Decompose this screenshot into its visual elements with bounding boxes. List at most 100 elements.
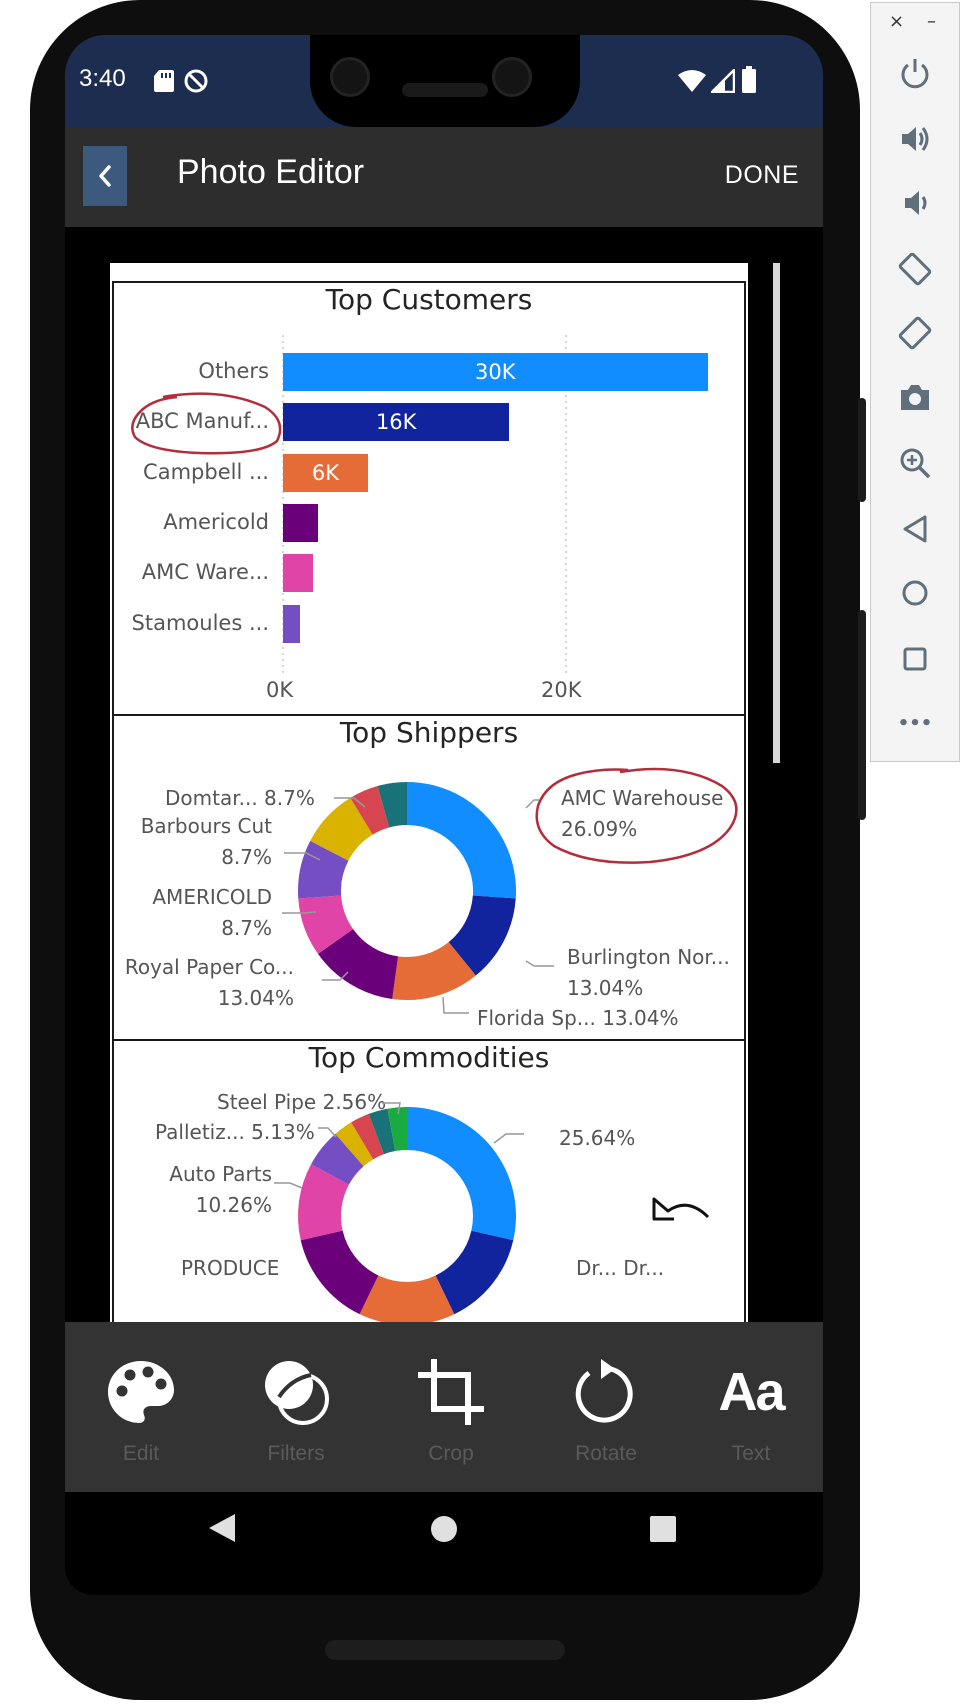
slice-label-burlington: Burlington Nor... 13.04% <box>567 942 730 1004</box>
rotate-left-button[interactable] <box>871 239 959 299</box>
annotation-circle <box>535 767 738 864</box>
emu-overview-button[interactable] <box>871 629 959 689</box>
tool-label-rotate: Rotate <box>575 1442 637 1465</box>
top-shippers-panel: Top Shippers AMC Warehouse 26.09% Burlin… <box>112 714 746 1042</box>
donut-slice <box>350 786 390 835</box>
text-tool-button[interactable]: Aa Text <box>675 1322 823 1492</box>
slice-label-produce: PRODUCE <box>181 1256 280 1280</box>
filters-tool-button[interactable]: Filters <box>220 1322 372 1492</box>
nav-back-icon[interactable] <box>207 1512 237 1544</box>
text-icon: Aa <box>718 1362 785 1422</box>
square-overview-icon <box>903 647 927 671</box>
slice-label-palletiz: Palletiz... 5.13% <box>155 1120 315 1144</box>
slice-label-first: 25.64% <box>559 1126 636 1150</box>
system-nav-bar <box>65 1492 823 1572</box>
bar <box>283 604 300 643</box>
camera-notch <box>310 35 580 127</box>
shippers-donut-chart <box>298 782 516 1000</box>
wifi-icon <box>678 70 706 92</box>
donut-slice <box>351 1113 384 1160</box>
donut-slice <box>310 797 373 861</box>
bar <box>283 554 313 593</box>
emu-home-button[interactable] <box>871 563 959 623</box>
top-shippers-title: Top Shippers <box>339 716 519 749</box>
screenshot-button[interactable] <box>871 367 959 427</box>
emulator-controls: × – <box>870 2 960 762</box>
page-title: Photo Editor <box>177 153 365 191</box>
more-options-button[interactable]: ••• <box>897 712 933 734</box>
volume-up-icon <box>902 127 929 151</box>
bar-chart-plot: Others 30K ABC Manuf... 16K Campbell ... 6K Am… <box>114 283 744 715</box>
category-label: Others <box>198 359 269 383</box>
donut-slice <box>300 1230 379 1315</box>
tool-icon-wrap: Aa <box>675 1352 823 1432</box>
slice-label-barbours-cut: Barbours Cut 8.7% <box>141 811 272 873</box>
app-bar: Photo Editor DONE <box>65 127 823 227</box>
rotate-tool-button[interactable]: Rotate <box>530 1322 682 1492</box>
minimize-icon[interactable]: – <box>927 11 936 32</box>
slice-label-auto-parts: Auto Parts 10.26% <box>169 1159 272 1221</box>
category-label: Campbell ... <box>143 459 269 484</box>
undo-icon[interactable] <box>650 1189 712 1229</box>
volume-down-icon <box>905 191 927 215</box>
chevron-left-icon <box>99 165 111 187</box>
battery-icon <box>742 66 756 93</box>
label-percent: 26.09% <box>561 817 638 841</box>
slice-label-royal-paper: Royal Paper Co... 13.04% <box>125 952 294 1014</box>
donut-slice <box>392 942 476 1000</box>
category-label: Stamoules ... <box>131 610 269 635</box>
scrollbar-thumb[interactable] <box>773 263 780 763</box>
top-customers-title: Top Customers <box>325 283 533 316</box>
circle-home-icon <box>902 580 928 606</box>
crop-tool-button[interactable]: Crop <box>375 1322 527 1492</box>
tool-label-crop: Crop <box>428 1442 474 1465</box>
category-label: ABC Manuf... <box>135 409 269 434</box>
tool-label-text: Text <box>731 1442 771 1465</box>
donut-slice <box>297 1164 349 1241</box>
top-customers-panel: Top Customers Others 30K ABC Manuf... 16K Ca… <box>112 281 746 717</box>
nav-recents-icon[interactable] <box>649 1515 677 1543</box>
tool-label-edit: Edit <box>122 1442 160 1465</box>
power-button[interactable] <box>871 43 959 103</box>
done-button[interactable]: DONE <box>724 161 799 189</box>
slice-label-americold: AMERICOLD 8.7% <box>152 882 272 944</box>
donut-slice <box>311 1133 364 1185</box>
label-text: Auto Parts <box>169 1162 272 1186</box>
donut-slice <box>448 895 516 976</box>
label-text: AMC Warehouse <box>561 786 724 810</box>
volume-up-button[interactable] <box>871 109 959 169</box>
phone-bottom-speaker <box>325 1640 565 1660</box>
bar-data-label: 6K <box>311 460 340 485</box>
device-screen: 3:40 <box>65 35 823 1595</box>
zoom-button[interactable] <box>871 433 959 493</box>
donut-slice <box>435 1230 514 1315</box>
label-leader-lines <box>282 797 554 1014</box>
bar-data-label: 30K <box>475 360 516 384</box>
volume-down-button[interactable] <box>871 173 959 233</box>
rotate-right-button[interactable] <box>871 303 959 363</box>
front-camera-left <box>330 57 370 97</box>
tool-icon-wrap <box>375 1352 527 1432</box>
bar <box>283 503 319 542</box>
rotate-icon <box>575 1359 633 1423</box>
edit-tool-button[interactable]: Edit <box>65 1322 217 1492</box>
back-button[interactable] <box>83 146 127 206</box>
donut-slice <box>377 782 407 828</box>
emu-back-button[interactable] <box>871 499 959 559</box>
close-icon[interactable]: × <box>889 11 905 32</box>
x-tick-label: 0K <box>266 678 294 702</box>
category-label: Americold <box>163 509 269 534</box>
donut-slice <box>407 1107 516 1241</box>
nav-home-icon[interactable] <box>429 1514 459 1544</box>
donut-slice <box>359 1275 455 1325</box>
tool-label-filters: Filters <box>267 1442 325 1465</box>
triangle-back-icon <box>903 515 927 543</box>
slice-label-steel-pipe: Steel Pipe 2.56% <box>217 1090 387 1114</box>
label-percent: 10.26% <box>195 1193 272 1217</box>
category-label: AMC Ware... <box>141 560 269 585</box>
camera-icon <box>901 385 929 410</box>
photo-image[interactable]: Top Customers Others 30K ABC Manuf... 16K Ca… <box>110 263 748 1379</box>
status-time: 3:40 <box>79 65 126 92</box>
label-leader-lines <box>274 1102 524 1189</box>
